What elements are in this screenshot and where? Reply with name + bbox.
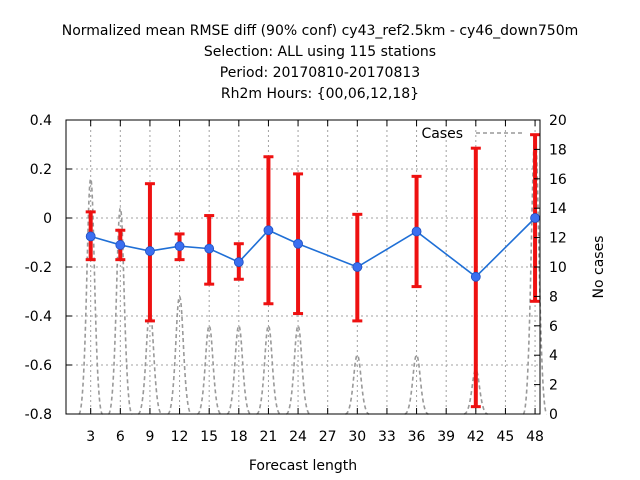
y-right-tick-label: 8	[549, 289, 558, 305]
series-point	[85, 231, 96, 242]
y-right-tick-label: 6	[549, 319, 558, 335]
series-point	[411, 226, 422, 237]
x-tick-label: 18	[230, 429, 248, 445]
series-point	[145, 246, 155, 256]
cases-series	[78, 133, 548, 415]
x-tick-label: 27	[319, 429, 337, 445]
cases-peak	[522, 133, 548, 415]
y-left-tick-label: -0.2	[25, 260, 52, 276]
x-axis-ticks: 3 6 9 12 15 18 21 24 27 30 33 36 39 42 45 48	[86, 120, 544, 445]
x-tick-label: 39	[437, 429, 455, 445]
x-tick-label: 33	[378, 429, 396, 445]
series-point	[293, 238, 303, 249]
y-left-tick-label: -0.8	[25, 407, 52, 423]
series-point	[352, 262, 363, 272]
series-point	[204, 243, 215, 254]
x-tick-label: 42	[467, 429, 485, 445]
x-tick-label: 6	[116, 429, 125, 445]
y-right-tick-label: 16	[549, 172, 567, 188]
rmse-diff-series	[85, 213, 540, 282]
y-axis-right-ticks: 0 2 4 6 8 10 12 14 16 18 20	[534, 113, 567, 423]
x-tick-label: 21	[260, 429, 278, 445]
series-point	[174, 241, 185, 252]
y-right-tick-label: 4	[549, 348, 558, 364]
cases-peak	[78, 177, 104, 415]
cases-peak	[107, 207, 133, 415]
y-axis-right-label: No cases	[591, 236, 607, 299]
series-point	[115, 240, 126, 250]
x-tick-label: 12	[171, 429, 189, 445]
x-tick-label: 36	[408, 429, 426, 445]
legend-label-cases: Cases	[421, 126, 463, 142]
y-right-tick-label: 14	[549, 201, 567, 217]
x-tick-label: 3	[86, 429, 95, 445]
series-line	[90, 217, 536, 278]
title-line-1: Normalized mean RMSE diff (90% conf) cy4…	[62, 23, 579, 39]
title-line-3: Period: 20170810-20170813	[220, 65, 420, 81]
x-tick-label: 45	[497, 429, 515, 445]
y-axis-left-ticks: -0.8 -0.6 -0.4 -0.2 0 0.2 0.4	[25, 113, 72, 423]
series-point	[263, 225, 274, 236]
y-left-tick-label: 0.2	[30, 162, 52, 178]
series-point	[233, 257, 244, 268]
x-tick-label: 9	[145, 429, 154, 445]
y-left-tick-label: 0	[43, 211, 52, 227]
x-tick-label: 30	[348, 429, 366, 445]
cases-peak	[344, 354, 370, 415]
y-left-tick-label: -0.4	[25, 309, 52, 325]
y-right-tick-label: 2	[549, 378, 558, 394]
y-right-tick-label: 0	[549, 407, 558, 423]
y-right-tick-label: 18	[549, 142, 567, 158]
x-tick-label: 48	[526, 429, 544, 445]
y-left-tick-label: 0.4	[30, 113, 52, 129]
x-tick-label: 24	[289, 429, 307, 445]
y-right-tick-label: 20	[549, 113, 567, 129]
cases-peak	[166, 295, 193, 415]
title-line-4: Rh2m Hours: {00,06,12,18}	[221, 86, 419, 102]
x-tick-label: 15	[200, 429, 218, 445]
error-bars	[85, 133, 541, 409]
y-right-tick-label: 12	[549, 231, 567, 247]
series-point	[530, 213, 540, 223]
y-right-tick-label: 10	[549, 260, 567, 276]
series-point	[470, 271, 481, 282]
x-axis-label: Forecast length	[249, 458, 357, 474]
chart-title: Normalized mean RMSE diff (90% conf) cy4…	[62, 23, 579, 102]
y-left-tick-label: -0.6	[25, 358, 52, 374]
legend: Cases	[421, 126, 524, 142]
cases-peak	[403, 354, 430, 415]
title-line-2: Selection: ALL using 115 stations	[204, 44, 436, 60]
cases-peak	[137, 310, 163, 415]
